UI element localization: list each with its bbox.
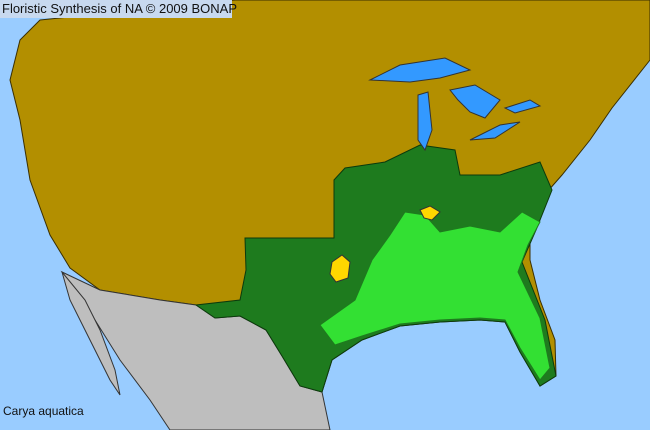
baja-california bbox=[61, 271, 121, 396]
map-title: Floristic Synthesis of NA © 2009 BONAP bbox=[0, 0, 238, 18]
lake-michigan bbox=[417, 91, 433, 152]
species-name: Carya aquatica bbox=[3, 404, 84, 418]
rare-counties-oklahoma bbox=[329, 254, 351, 283]
lake-erie bbox=[469, 121, 521, 141]
lake-superior bbox=[368, 57, 472, 83]
lake-huron bbox=[449, 84, 501, 119]
lake-ontario bbox=[503, 99, 542, 114]
rare-counties-kentucky bbox=[419, 205, 441, 221]
native-counties-region bbox=[319, 211, 551, 381]
